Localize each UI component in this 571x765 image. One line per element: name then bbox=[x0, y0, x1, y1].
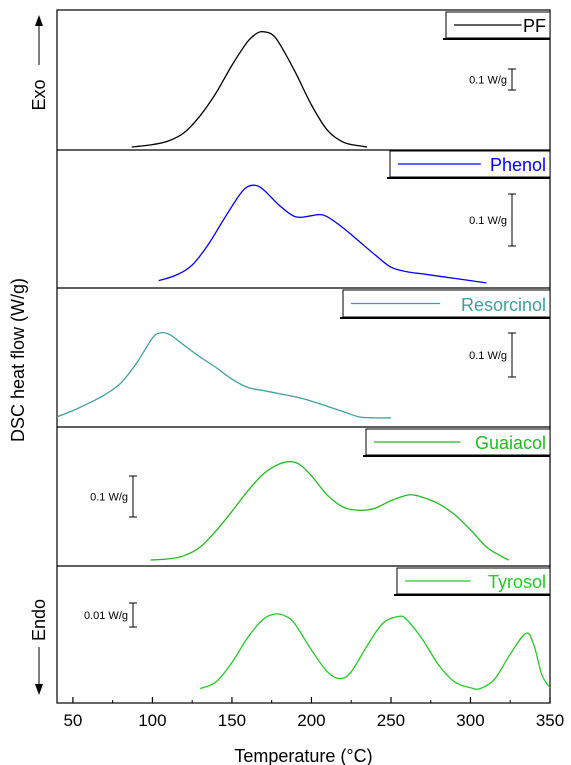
legend-label: Resorcinol bbox=[461, 295, 546, 315]
x-tick-label: 50 bbox=[63, 711, 82, 730]
y-axis-title: DSC heat flow (W/g) bbox=[8, 278, 28, 442]
scale-bar-label: 0.1 W/g bbox=[469, 75, 507, 87]
x-tick-label: 150 bbox=[218, 711, 246, 730]
legend-tyrosol: Tyrosol bbox=[394, 568, 550, 596]
legend-phenol: Phenol bbox=[387, 151, 550, 179]
series-line-tyrosol bbox=[200, 614, 550, 689]
exo-label: Exo bbox=[29, 79, 49, 110]
scale-bar-label: 0.01 W/g bbox=[84, 610, 128, 622]
panel-resorcinol: Resorcinol 0.1 W/g bbox=[57, 290, 550, 418]
legend-label: Tyrosol bbox=[488, 572, 546, 592]
series-line-pf bbox=[132, 32, 367, 147]
scale-bar-guaiacol: 0.1 W/g bbox=[90, 476, 137, 517]
scale-bar-label: 0.1 W/g bbox=[469, 215, 507, 227]
legend-label: Guaiacol bbox=[475, 433, 546, 453]
legend-shadow bbox=[443, 38, 550, 40]
x-tick-label: 350 bbox=[536, 711, 564, 730]
legend-shadow bbox=[340, 317, 550, 319]
panel-pf: PF 0.1 W/g bbox=[132, 12, 550, 147]
endo-indicator: Endo bbox=[29, 599, 49, 695]
x-tick-label: 300 bbox=[456, 711, 484, 730]
endo-arrow-head bbox=[35, 684, 43, 695]
series-line-guaiacol bbox=[151, 462, 509, 560]
legend-guaiacol: Guaiacol bbox=[363, 429, 550, 457]
series-line-phenol bbox=[159, 185, 487, 283]
scale-bar-tyrosol: 0.01 W/g bbox=[84, 603, 137, 627]
scale-bar-resorcinol: 0.1 W/g bbox=[469, 333, 516, 377]
scale-bar-phenol: 0.1 W/g bbox=[469, 194, 516, 246]
scale-bar-label: 0.1 W/g bbox=[90, 492, 128, 504]
legend-label: Phenol bbox=[490, 155, 546, 175]
legend-shadow bbox=[387, 177, 550, 179]
legend-pf: PF bbox=[443, 12, 550, 40]
endo-label: Endo bbox=[29, 599, 49, 641]
legend-label: PF bbox=[523, 16, 546, 36]
panel-tyrosol: Tyrosol 0.01 W/g bbox=[84, 568, 550, 689]
legend-shadow bbox=[394, 594, 550, 596]
legend-resorcinol: Resorcinol bbox=[340, 290, 550, 319]
x-tick-label: 250 bbox=[377, 711, 405, 730]
exo-indicator: Exo bbox=[29, 15, 49, 111]
x-tick-label: 100 bbox=[138, 711, 166, 730]
x-axis-title: Temperature (°C) bbox=[234, 746, 372, 765]
x-tick-label: 200 bbox=[297, 711, 325, 730]
exo-arrow-head bbox=[35, 15, 43, 26]
legend-shadow bbox=[363, 455, 550, 457]
scale-bar-pf: 0.1 W/g bbox=[469, 69, 516, 90]
panel-phenol: Phenol 0.1 W/g bbox=[159, 151, 550, 283]
scale-bar-label: 0.1 W/g bbox=[469, 350, 507, 362]
panel-guaiacol: Guaiacol 0.1 W/g bbox=[90, 429, 550, 560]
x-axis: 50 100 150 200 250 300 350 bbox=[63, 697, 564, 730]
series-line-resorcinol bbox=[57, 333, 391, 418]
